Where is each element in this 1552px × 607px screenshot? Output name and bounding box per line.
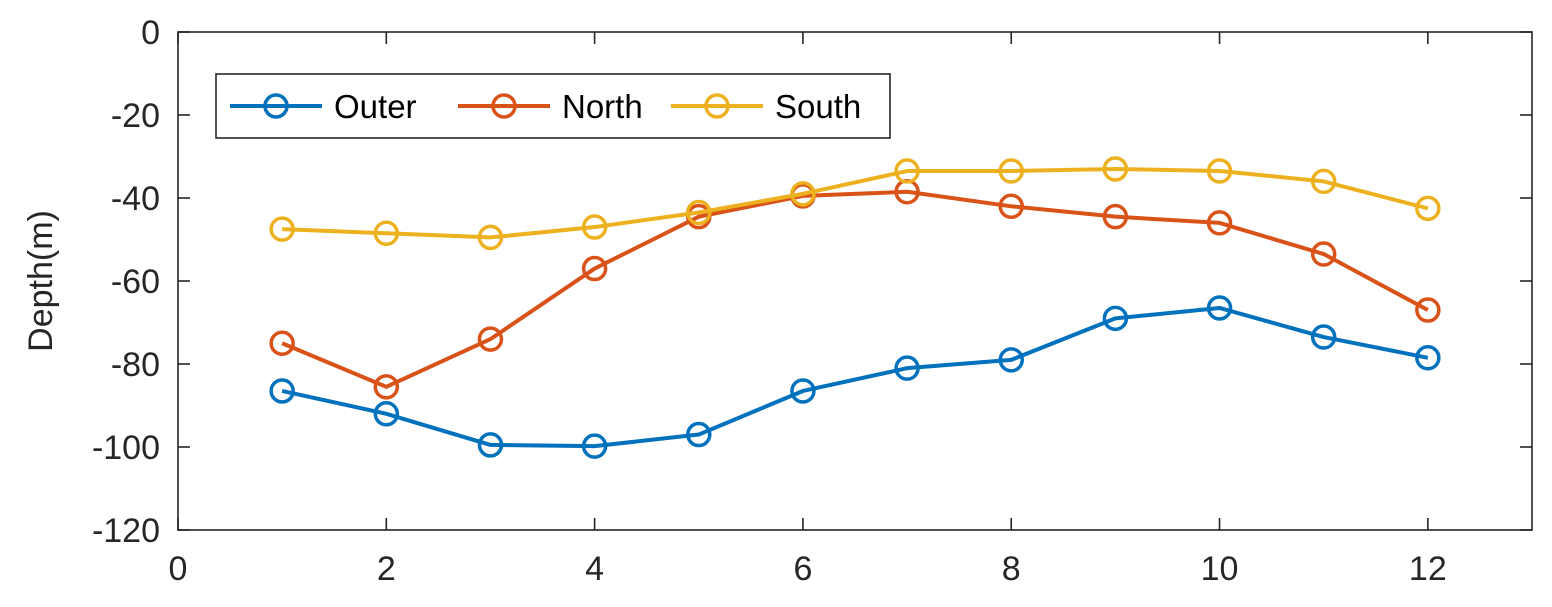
series-line-north: [281, 189, 1429, 389]
y-tick-label: -100: [92, 429, 160, 467]
data-point-outer: [581, 433, 608, 459]
legend: Outer North South: [215, 73, 891, 139]
series-outer: [269, 295, 1441, 459]
x-tick-label: 2: [377, 550, 396, 588]
data-point-south: [998, 158, 1024, 184]
data-point-outer: [477, 432, 504, 458]
x-tick-label: 6: [793, 550, 812, 588]
series-north: [269, 179, 1441, 400]
data-point-outer: [790, 378, 816, 404]
data-point-north: [1206, 210, 1233, 236]
data-point-north: [1102, 203, 1129, 230]
x-tick-label: 12: [1409, 550, 1447, 588]
series-line-south: [282, 166, 1429, 240]
legend-label: North: [562, 88, 643, 125]
legend-swatch-marker: [704, 93, 730, 119]
legend-swatch-marker: [491, 93, 517, 119]
data-point-north: [998, 193, 1024, 220]
y-tick-label: 0: [141, 14, 160, 52]
y-axis-label: Depth(m): [22, 210, 60, 352]
data-point-outer: [894, 355, 920, 381]
tick-layer: 0 2 4 6 8 10 12 0 -20 -40 -60 -80 -100 -120: [92, 14, 1532, 588]
data-point-north: [581, 255, 608, 282]
data-point-outer: [686, 421, 712, 448]
y-tick-label: -40: [111, 180, 160, 218]
data-point-outer: [373, 401, 400, 427]
x-tick-label: 10: [1201, 550, 1239, 588]
legend-label: Outer: [334, 88, 417, 125]
legend-label: South: [775, 88, 861, 125]
data-point-outer: [269, 378, 295, 404]
data-point-south: [1415, 195, 1441, 222]
y-tick-label: -20: [111, 97, 160, 135]
y-tick-label: -60: [111, 263, 160, 301]
data-point-south: [1102, 156, 1129, 182]
data-point-south: [269, 216, 295, 242]
legend-box: [215, 73, 891, 139]
data-point-south: [894, 158, 920, 184]
y-tick-label: -80: [111, 346, 160, 384]
x-tick-label: 0: [169, 550, 188, 588]
data-point-south: [581, 214, 608, 240]
data-point-outer: [1206, 295, 1233, 321]
data-point-south: [686, 199, 712, 226]
data-point-outer: [1415, 345, 1441, 371]
data-point-south: [1206, 158, 1233, 184]
data-point-outer: [1310, 324, 1337, 350]
data-point-south: [373, 220, 400, 247]
data-point-north: [1310, 241, 1337, 267]
legend-item-outer: Outer: [230, 88, 417, 125]
legend-item-north: North: [458, 88, 643, 125]
legend-swatch-marker: [263, 93, 289, 119]
series-south: [269, 156, 1441, 251]
x-tick-label: 4: [585, 550, 604, 588]
data-point-outer: [998, 347, 1024, 373]
data-point-north: [1415, 297, 1441, 323]
series-line-outer: [281, 305, 1429, 449]
data-point-south: [790, 181, 816, 207]
y-tick-label: -120: [92, 512, 160, 550]
x-tick-label: 8: [1002, 550, 1021, 588]
data-point-south: [477, 224, 504, 251]
data-point-north: [477, 326, 504, 352]
data-point-north: [373, 374, 400, 400]
data-point-north: [269, 330, 295, 356]
series-layer: [269, 156, 1441, 459]
legend-item-south: South: [671, 88, 861, 125]
data-point-outer: [1102, 305, 1129, 332]
data-point-south: [1310, 168, 1337, 195]
